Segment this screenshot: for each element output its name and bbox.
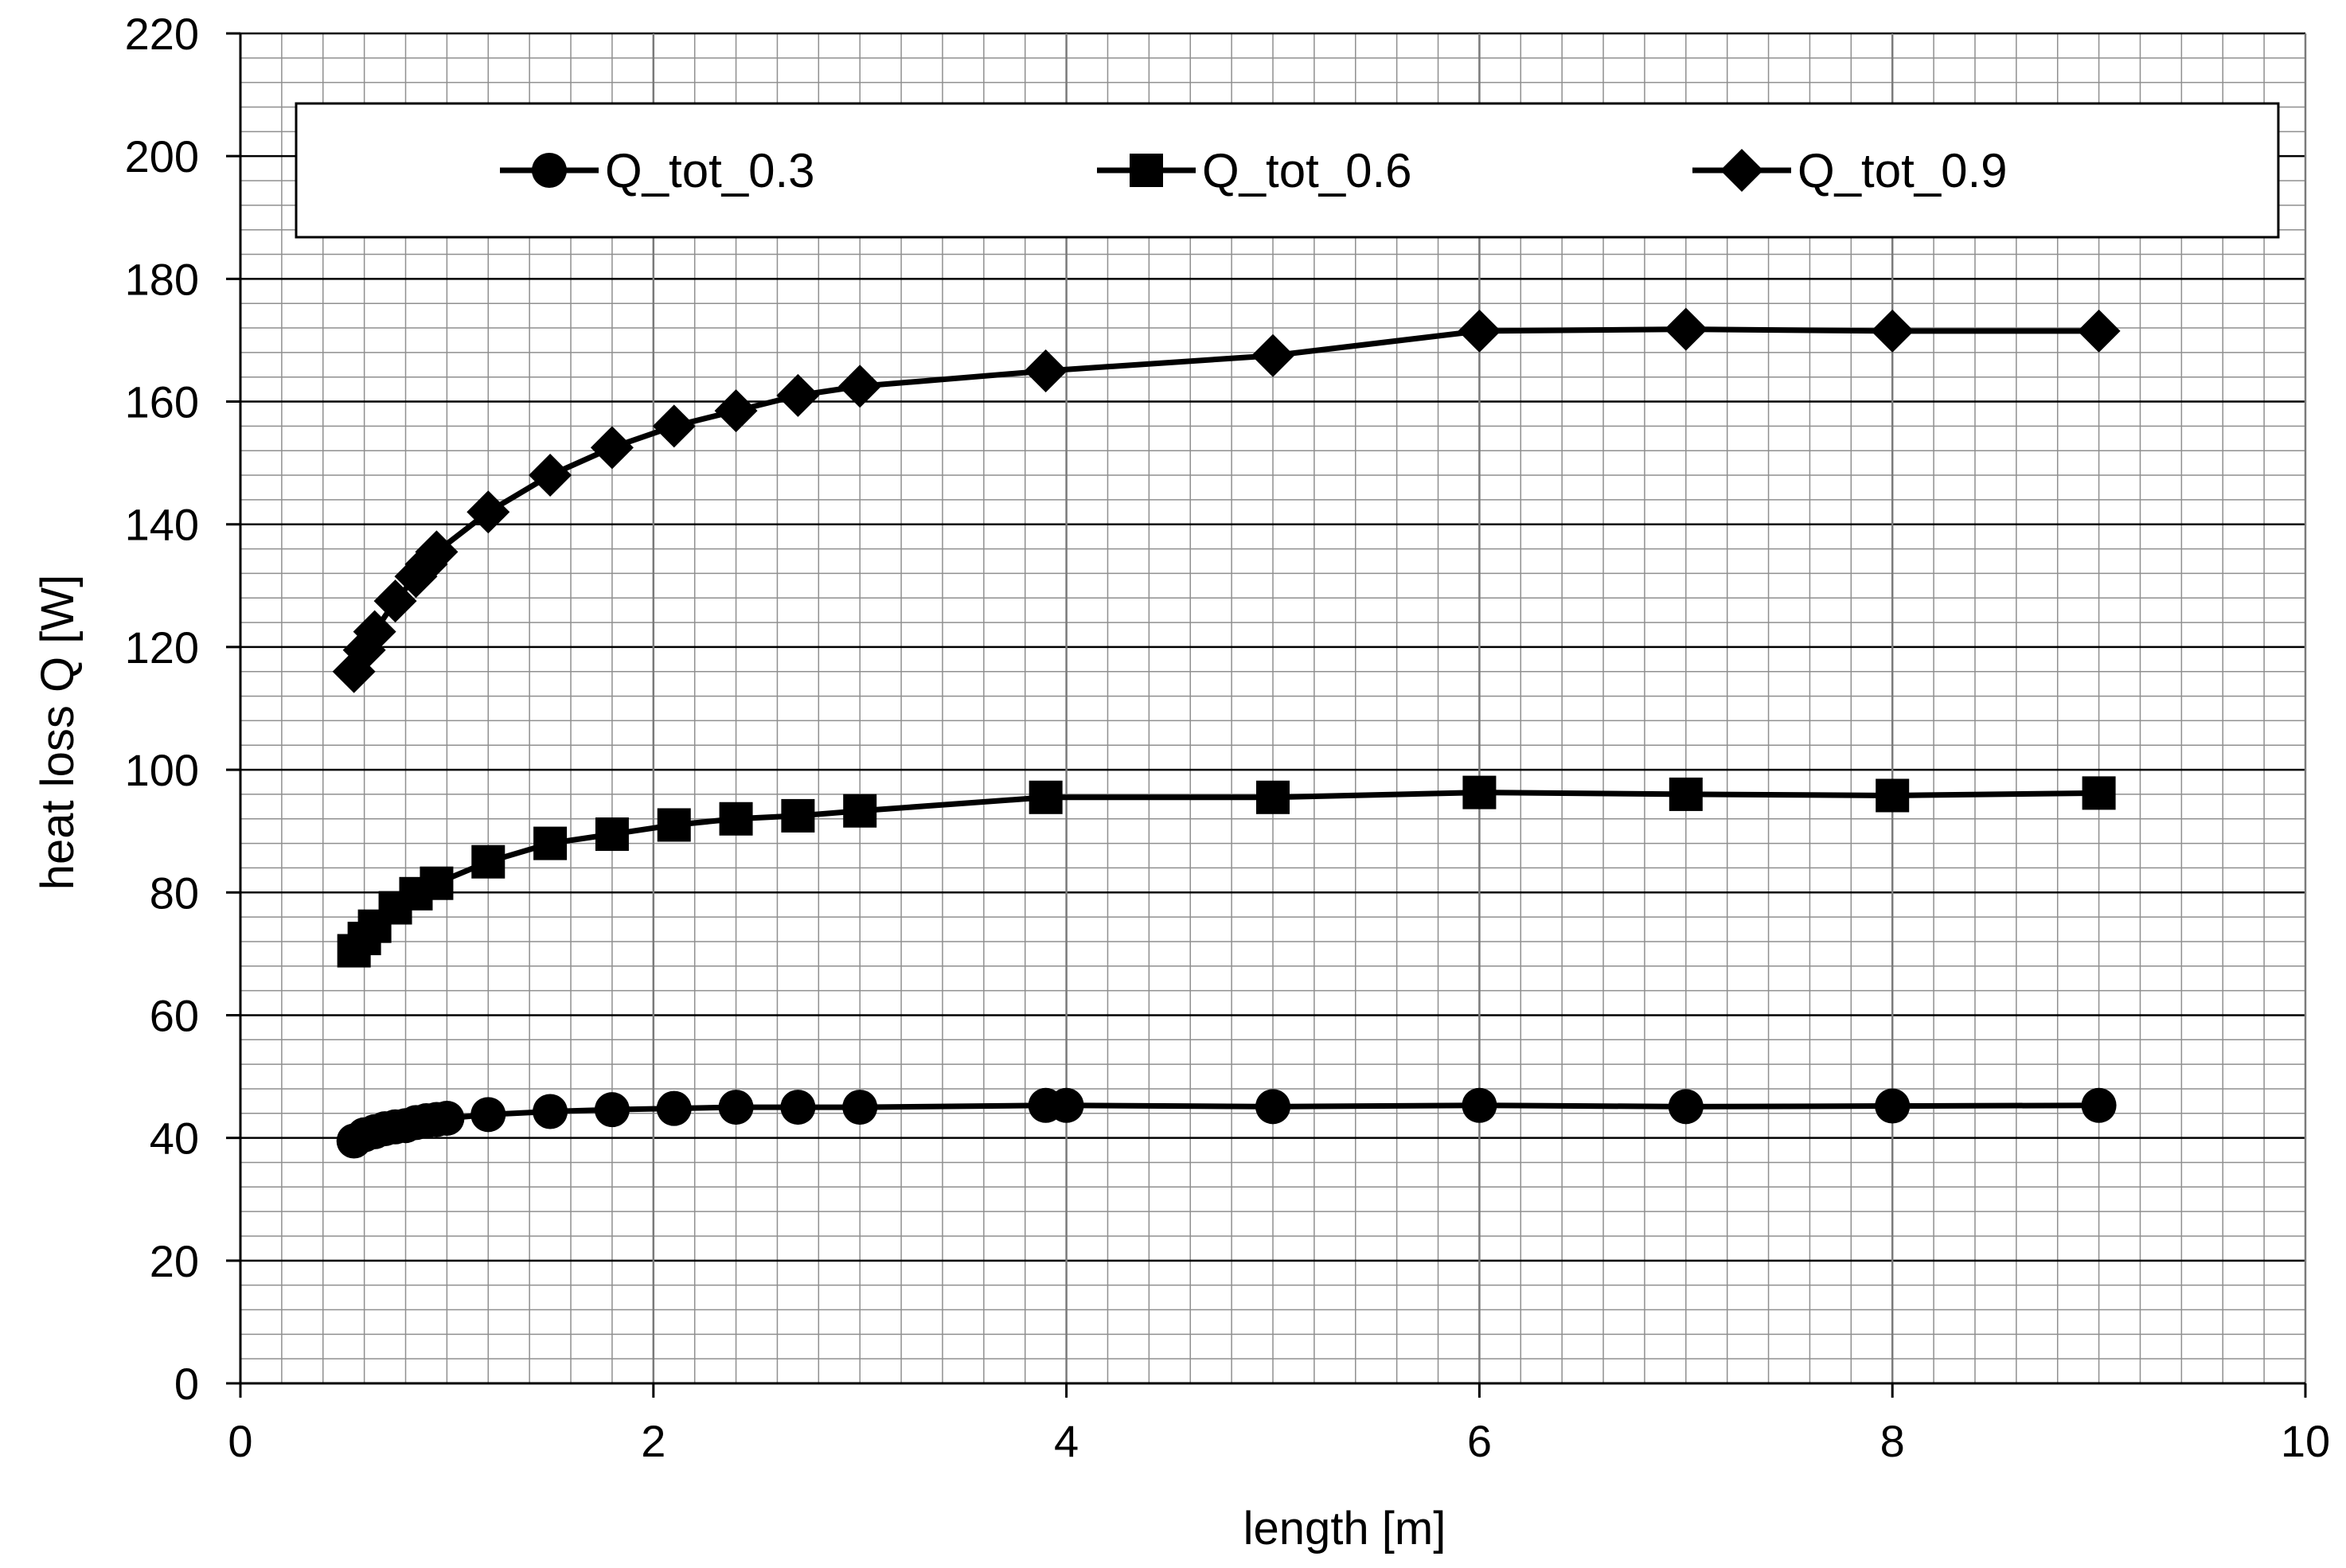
x-tick-label: 0 <box>228 1416 252 1466</box>
y-tick-label: 80 <box>150 868 199 918</box>
legend-label: Q_tot_0.9 <box>1798 144 2008 197</box>
legend-entry: Q_tot_0.3 <box>500 144 815 197</box>
data-series <box>332 307 2121 1159</box>
data-point-diamond <box>1871 309 1915 353</box>
data-point-square <box>1669 777 1703 811</box>
data-point-diamond <box>466 490 510 534</box>
series-square <box>337 775 2116 968</box>
data-point-diamond <box>415 530 459 574</box>
y-axis-title: heat loss Q [W] <box>32 575 84 890</box>
y-tick-label: 0 <box>174 1359 199 1409</box>
y-tick-label: 200 <box>125 131 199 181</box>
data-point-square <box>781 798 815 833</box>
x-axis-title: length [m] <box>1243 1503 1446 1554</box>
data-point-square <box>533 826 568 860</box>
legend-box <box>295 102 2280 239</box>
series-diamond <box>332 307 2121 693</box>
x-tick-label: 8 <box>1880 1416 1905 1466</box>
legend-entry: Q_tot_0.6 <box>1097 144 1412 197</box>
data-point-square <box>420 866 454 900</box>
axes: 0 20 40 60 80 100 120 140 160 180 200 220 0 2 4 6 8 10 <box>125 9 2331 1466</box>
legend-marker-diamond <box>1720 149 1763 192</box>
data-point-circle <box>470 1097 506 1133</box>
data-point-circle <box>1668 1089 1704 1125</box>
data-point-diamond <box>353 610 396 653</box>
data-point-diamond <box>1251 333 1294 377</box>
data-point-circle <box>718 1090 754 1125</box>
legend-marker-square <box>1130 154 1163 187</box>
data-point-circle <box>1462 1087 1497 1123</box>
legend: Q_tot_0.3 Q_tot_0.6 Q_tot_0.9 <box>295 102 2280 239</box>
y-tick-label: 60 <box>150 990 199 1040</box>
data-point-square <box>1462 775 1497 809</box>
data-point-circle <box>2081 1087 2117 1123</box>
data-point-square <box>1029 780 1063 814</box>
y-tick-label: 120 <box>125 622 199 673</box>
data-point-diamond <box>2077 309 2121 353</box>
y-tick-label: 220 <box>125 9 199 59</box>
data-point-diamond <box>590 426 634 470</box>
data-point-diamond <box>373 579 417 623</box>
y-tick-label: 40 <box>150 1114 199 1164</box>
data-point-diamond <box>652 404 696 448</box>
data-point-diamond <box>1458 309 1501 353</box>
data-point-square <box>657 808 691 842</box>
data-point-circle <box>594 1092 630 1128</box>
data-point-square <box>471 844 506 879</box>
data-point-circle <box>656 1090 692 1126</box>
data-point-square <box>1256 780 1290 814</box>
data-point-circle <box>1875 1088 1911 1124</box>
series-circle <box>336 1087 2117 1159</box>
data-point-diamond <box>529 454 572 497</box>
y-tick-label: 20 <box>150 1236 199 1286</box>
data-point-circle <box>1048 1087 1084 1123</box>
data-point-square <box>595 817 629 852</box>
legend-marker-circle <box>532 153 567 188</box>
x-tick-label: 10 <box>2281 1416 2330 1466</box>
legend-entry: Q_tot_0.9 <box>1692 144 2008 197</box>
data-point-square <box>2082 776 2116 810</box>
x-tick-label: 2 <box>641 1416 666 1466</box>
data-point-square <box>1876 778 1910 813</box>
y-tick-label: 140 <box>125 500 199 550</box>
x-tick-label: 4 <box>1054 1416 1079 1466</box>
data-point-square <box>719 802 753 836</box>
legend-label: Q_tot_0.3 <box>605 144 815 197</box>
data-point-diamond <box>1664 307 1708 351</box>
data-point-circle <box>842 1090 878 1125</box>
data-point-circle <box>1255 1089 1290 1125</box>
y-tick-label: 180 <box>125 254 199 304</box>
x-tick-label: 6 <box>1467 1416 1492 1466</box>
series-line <box>351 326 2099 673</box>
data-point-diamond <box>714 389 758 433</box>
y-tick-label: 100 <box>125 745 199 795</box>
data-point-circle <box>429 1100 465 1136</box>
data-point-square <box>843 794 877 828</box>
legend-label: Q_tot_0.6 <box>1202 144 1412 197</box>
y-tick-label: 160 <box>125 377 199 427</box>
data-point-diamond <box>776 373 820 417</box>
series-line <box>351 790 2099 953</box>
data-point-circle <box>533 1094 568 1129</box>
data-point-circle <box>780 1090 816 1125</box>
data-point-diamond <box>1024 349 1068 392</box>
data-point-diamond <box>838 365 882 408</box>
